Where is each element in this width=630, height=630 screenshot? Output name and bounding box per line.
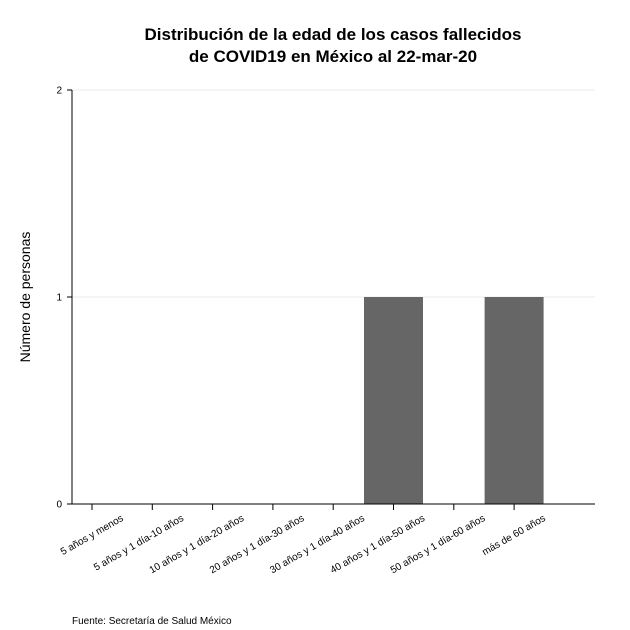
y-axis-ticks: 0 1 2 — [56, 86, 72, 511]
gridlines — [72, 89, 595, 298]
chart-title-line-1: Distribución de la edad de los casos fal… — [145, 25, 522, 44]
y-tick-label: 2 — [56, 86, 62, 97]
bar-6 — [364, 297, 423, 504]
y-tick-label: 0 — [56, 500, 62, 511]
source-caption: Fuente: Secretaría de Salud México — [72, 616, 232, 627]
chart-title-line-2: de COVID19 en México al 22-mar-20 — [189, 47, 477, 66]
x-tick-label: más de 60 años — [480, 513, 547, 558]
bar-8 — [484, 297, 544, 504]
y-axis-title: Número de personas — [17, 232, 33, 363]
bars — [364, 297, 544, 504]
y-tick-label: 1 — [56, 293, 62, 304]
